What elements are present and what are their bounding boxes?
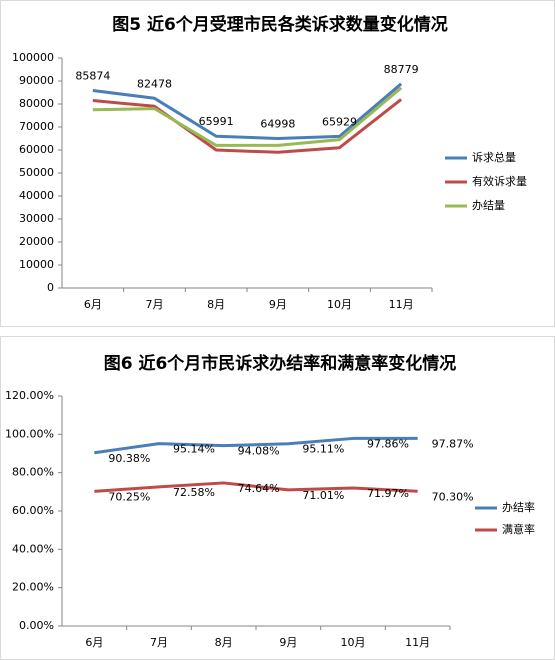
x-tick-label: 11月 — [389, 298, 414, 311]
data-label: 82478 — [137, 77, 172, 90]
legend-label: 有效诉求量 — [472, 174, 527, 188]
y-tick-label: 60.00% — [12, 504, 54, 517]
x-tick-label: 6月 — [85, 636, 103, 649]
y-tick-label: 20000 — [19, 235, 54, 248]
y-tick-label: 100.00% — [5, 427, 54, 440]
x-tick-label: 9月 — [279, 636, 297, 649]
data-label: 71.01% — [302, 489, 344, 502]
data-label: 97.86% — [367, 437, 409, 450]
y-tick-label: 30000 — [19, 212, 54, 225]
y-tick-label: 20.00% — [12, 581, 54, 594]
x-tick-label: 9月 — [269, 298, 287, 311]
y-tick-label: 0 — [47, 281, 54, 294]
x-tick-label: 7月 — [150, 636, 168, 649]
series-line — [92, 98, 403, 154]
legend-label: 满意率 — [502, 522, 535, 536]
series-line — [94, 436, 418, 455]
data-label: 88779 — [384, 63, 419, 76]
y-tick-label: 40000 — [19, 189, 54, 202]
series-line — [94, 481, 418, 493]
legend-label: 诉求总量 — [472, 150, 516, 164]
data-label: 74.64% — [238, 482, 280, 495]
series-line — [92, 86, 403, 147]
data-label: 71.97% — [367, 487, 409, 500]
data-label: 65929 — [322, 115, 357, 128]
y-tick-label: 80.00% — [12, 466, 54, 479]
x-tick-label: 10月 — [341, 636, 366, 649]
x-tick-label: 7月 — [146, 298, 164, 311]
legend-label: 办结量 — [472, 199, 505, 212]
y-tick-label: 120.00% — [5, 389, 54, 402]
data-label: 70.25% — [108, 490, 150, 503]
data-label: 85874 — [75, 69, 110, 82]
data-label: 72.58% — [173, 486, 215, 499]
y-tick-label: 40.00% — [12, 542, 54, 555]
x-tick-label: 11月 — [405, 636, 430, 649]
y-tick-label: 80000 — [19, 97, 54, 110]
y-tick-label: 0.00% — [19, 619, 54, 632]
x-tick-label: 8月 — [207, 298, 225, 311]
data-label: 70.30% — [432, 490, 474, 503]
y-tick-label: 70000 — [19, 120, 54, 133]
y-tick-label: 60000 — [19, 143, 54, 156]
data-label: 64998 — [260, 118, 295, 131]
data-label: 94.08% — [238, 445, 280, 458]
data-label: 95.14% — [173, 443, 215, 456]
y-tick-label: 50000 — [19, 166, 54, 179]
y-tick-label: 90000 — [19, 74, 54, 87]
data-label: 65991 — [199, 115, 234, 128]
data-label: 97.87% — [432, 437, 474, 450]
legend-label: 办结率 — [502, 500, 535, 514]
y-tick-label: 100000 — [12, 51, 54, 64]
chart-title: 图6 近6个月市民诉求办结率和满意率变化情况 — [104, 353, 457, 374]
data-label: 95.11% — [302, 443, 344, 456]
y-tick-label: 10000 — [19, 258, 54, 271]
x-tick-label: 10月 — [327, 298, 352, 311]
series-line — [92, 82, 403, 141]
x-tick-label: 8月 — [215, 636, 233, 649]
x-tick-label: 6月 — [84, 298, 102, 311]
data-label: 90.38% — [108, 452, 150, 465]
chart-title: 图5 近6个月受理市民各类诉求数量变化情况 — [112, 14, 448, 35]
